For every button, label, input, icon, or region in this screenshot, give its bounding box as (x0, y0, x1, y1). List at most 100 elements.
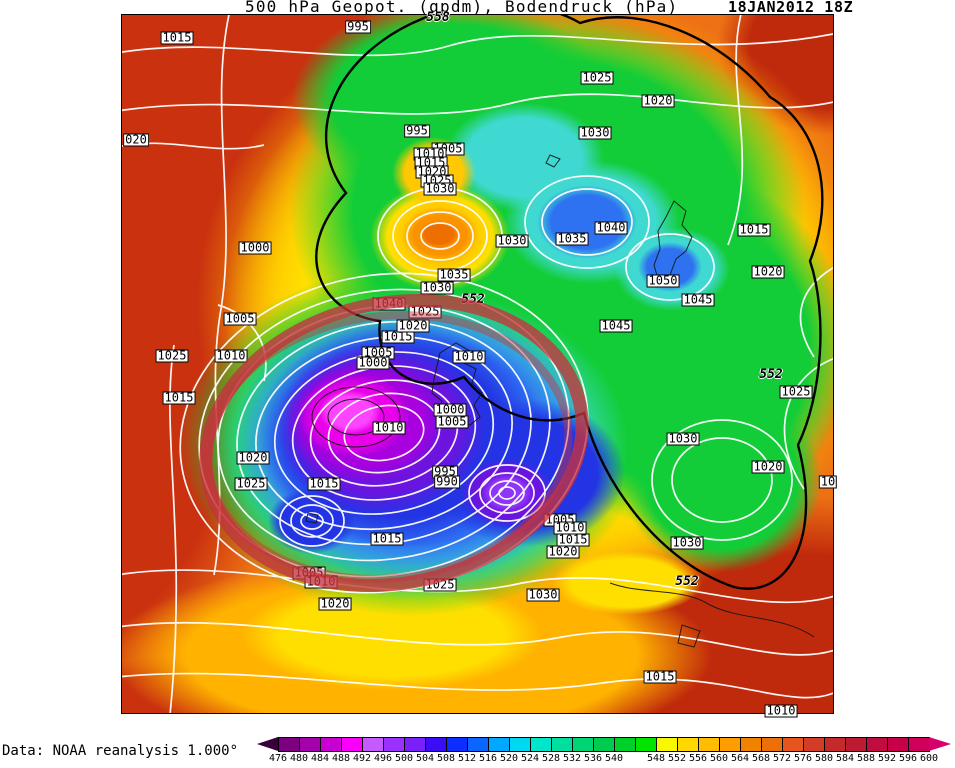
colorbar-tick-label: 556 (688, 753, 708, 764)
colorbar-segment (300, 738, 321, 751)
colorbar-segment (573, 738, 594, 751)
pressure-label: 020 (123, 132, 149, 147)
pressure-label: 1020 (751, 264, 785, 279)
colorbar-segment (741, 738, 762, 751)
pressure-label: 1015 (643, 669, 677, 684)
pressure-label: 1005 (223, 311, 257, 326)
pressure-label: 1025 (423, 577, 457, 592)
pressure-label: 1015 (307, 476, 341, 491)
colorbar-segment (363, 738, 384, 751)
geopotential-label: 552 (675, 574, 699, 589)
colorbar-tick-label: 504 (415, 753, 435, 764)
colorbar-tick-label: 508 (436, 753, 456, 764)
colorbar-tick-label: 572 (772, 753, 792, 764)
pressure-label: 990 (434, 474, 460, 489)
colorbar-segment (447, 738, 468, 751)
colorbar-segment (384, 738, 405, 751)
pressure-label: 1020 (546, 544, 580, 559)
pressure-label: 1045 (599, 318, 633, 333)
pressure-label: 1030 (423, 181, 457, 196)
colorbar-segment (321, 738, 342, 751)
pressure-label: 1010 (372, 420, 406, 435)
colorbar-segment (405, 738, 426, 751)
pressure-label: 995 (345, 19, 371, 34)
pressure-label: 1000 (238, 240, 272, 255)
pressure-label: 1020 (396, 318, 430, 333)
colorbar-segment (909, 738, 929, 751)
pressure-label: 1010 (304, 574, 338, 589)
pressure-label: 1045 (681, 292, 715, 307)
colorbar-segment (888, 738, 909, 751)
geopotential-label: 558 (426, 10, 450, 25)
colorbar-tick-label: 524 (520, 753, 540, 764)
pressure-label: 1015 (370, 531, 404, 546)
colorbar-segment (531, 738, 552, 751)
map-datetime: 18JAN2012 18Z (728, 0, 854, 16)
map-area: 1015 995 1025 1020 020 995 1005 1010 1015 1020 102… (121, 10, 838, 718)
colorbar-segment (783, 738, 804, 751)
pressure-label: 1020 (751, 459, 785, 474)
geopotential-label: 552 (461, 292, 485, 307)
pressure-label: 1015 (737, 222, 771, 237)
colorbar-tick-label: 596 (898, 753, 918, 764)
pressure-label: 1020 (236, 450, 270, 465)
colorbar-segment (762, 738, 783, 751)
colorbar-segment (825, 738, 846, 751)
colorbar-segment (846, 738, 867, 751)
colorbar-tick-label: 584 (835, 753, 855, 764)
pressure-label: 1010 (764, 703, 798, 718)
pressure-label: 1030 (666, 431, 700, 446)
colorbar-segment (804, 738, 825, 751)
colorbar-tick-label: 548 (646, 753, 666, 764)
pressure-label: 1010 (214, 348, 248, 363)
colorbar-tick-label: 592 (877, 753, 897, 764)
colorbar-tick-label: 536 (583, 753, 603, 764)
colorbar-tick-label: 564 (730, 753, 750, 764)
colorbar-tick-label: 540 (604, 753, 624, 764)
pressure-label: 1050 (646, 273, 680, 288)
pressure-label: 1030 (495, 233, 529, 248)
pressure-label: 1025 (408, 304, 442, 319)
colorbar-tick-label: 488 (331, 753, 351, 764)
colorbar-segment (867, 738, 888, 751)
title-bar: 500 hPa Geopot. (gpdm), Bodendruck (hPa)… (0, 0, 955, 16)
pressure-label: 1010 (452, 349, 486, 364)
colorbar-tick-label: 580 (814, 753, 834, 764)
black-552-geopotential-contour (315, 15, 824, 590)
colorbar-tick-label: 552 (667, 753, 687, 764)
colorbar-tick-label: 480 (289, 753, 309, 764)
data-source-line: Data: NOAA reanalysis 1.000° (2, 743, 239, 759)
pressure-label: 10 (818, 474, 838, 489)
colorbar-segments (278, 737, 930, 752)
colorbar-tick-label: 520 (499, 753, 519, 764)
map-label-layer: 1015 995 1025 1020 020 995 1005 1010 1015 1020 102… (122, 10, 838, 718)
pressure-label: 1030 (526, 587, 560, 602)
pressure-label: 1040 (594, 220, 628, 235)
pressure-label: 1015 (162, 390, 196, 405)
colorbar-left-arrow (257, 737, 278, 751)
colorbar-tick-label: 588 (856, 753, 876, 764)
colorbar-segment (552, 738, 573, 751)
pressure-label: 1035 (437, 267, 471, 282)
colorbar-segment (720, 738, 741, 751)
pressure-label: 1020 (641, 93, 675, 108)
pressure-label: 1020 (318, 596, 352, 611)
pressure-label: 1025 (580, 70, 614, 85)
pressure-label: 1025 (234, 476, 268, 491)
colorbar-tick-label: 500 (394, 753, 414, 764)
pressure-label: 1005 (435, 414, 469, 429)
colorbar-tick-label: 568 (751, 753, 771, 764)
pressure-label: 1030 (670, 535, 704, 550)
colorbar-segment (594, 738, 615, 751)
colorbar-segment (615, 738, 636, 751)
pressure-label: 1000 (356, 355, 390, 370)
colorbar-tick-label: 476 (268, 753, 288, 764)
colorbar-segment (342, 738, 363, 751)
colorbar-tick-label: 560 (709, 753, 729, 764)
colorbar-segment (678, 738, 699, 751)
geopotential-label: 552 (759, 367, 783, 382)
pressure-label: 1035 (555, 231, 589, 246)
pressure-label: 1030 (420, 280, 454, 295)
pressure-label: 1030 (578, 125, 612, 140)
